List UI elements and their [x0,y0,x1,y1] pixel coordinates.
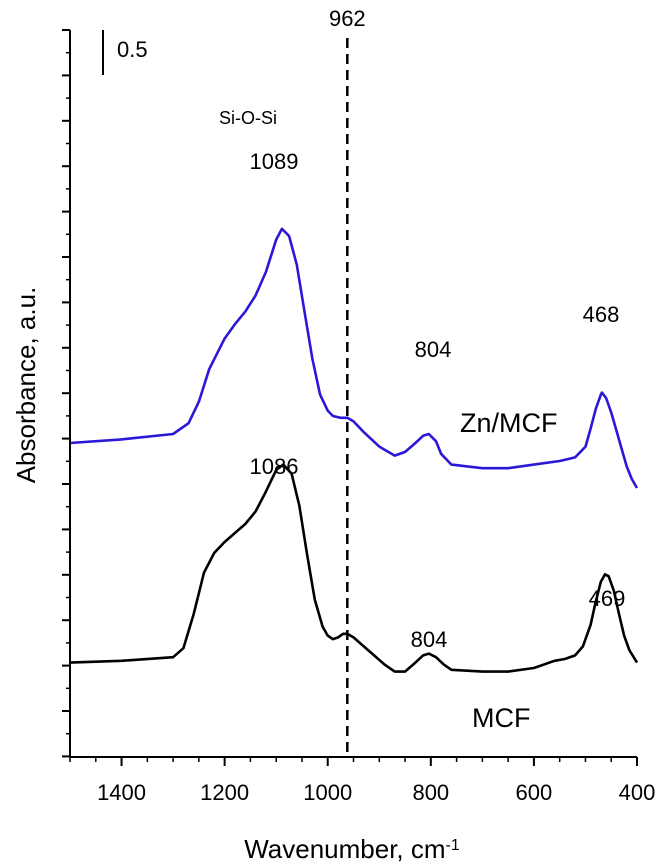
x-axis-title: Wavenumber, cm-1 [244,834,460,864]
x-axis-title-text: Wavenumber, cm [244,834,445,864]
peak-label-zn-mcf-1089: 1089 [250,149,299,174]
peak-label-zn-mcf-468: 468 [583,302,620,327]
peak-label-zn-mcf-804: 804 [415,337,452,362]
series-line-zn-mcf [69,227,639,489]
scale-bar: 0.5 [102,30,148,75]
series-label-zn-mcf: Zn/MCF [460,408,558,438]
x-axis-title-superscript: -1 [446,837,460,854]
x-tick-label-1000: 1000 [303,780,352,805]
x-tick-label-800: 800 [412,780,449,805]
series-label-mcf: MCF [472,703,530,733]
peak-label-mcf-469: 469 [589,586,626,611]
x-tick-label-400: 400 [619,780,656,805]
reference-line-label: 962 [329,6,366,31]
annotation-layer: 962 Si-O-Si 1089 804 468 Zn/MCF 1086 804 469 MCF [219,6,625,733]
x-tick-label-1400: 1400 [97,780,146,805]
scale-bar-label: 0.5 [117,37,148,62]
axis-layer: 1400 1200 1000 800 600 400 [62,29,656,805]
x-tick-label-600: 600 [516,780,553,805]
series-line-mcf [69,463,639,673]
axis-labels: Wavenumber, cm-1 Absorbance, a.u. [11,287,460,864]
annotation-si-o-si: Si-O-Si [219,108,277,128]
peak-label-mcf-804: 804 [411,627,448,652]
series-layer [69,227,639,673]
x-tick-label-1200: 1200 [200,780,249,805]
peak-label-mcf-1086: 1086 [250,454,299,479]
y-axis-title: Absorbance, a.u. [11,287,41,484]
